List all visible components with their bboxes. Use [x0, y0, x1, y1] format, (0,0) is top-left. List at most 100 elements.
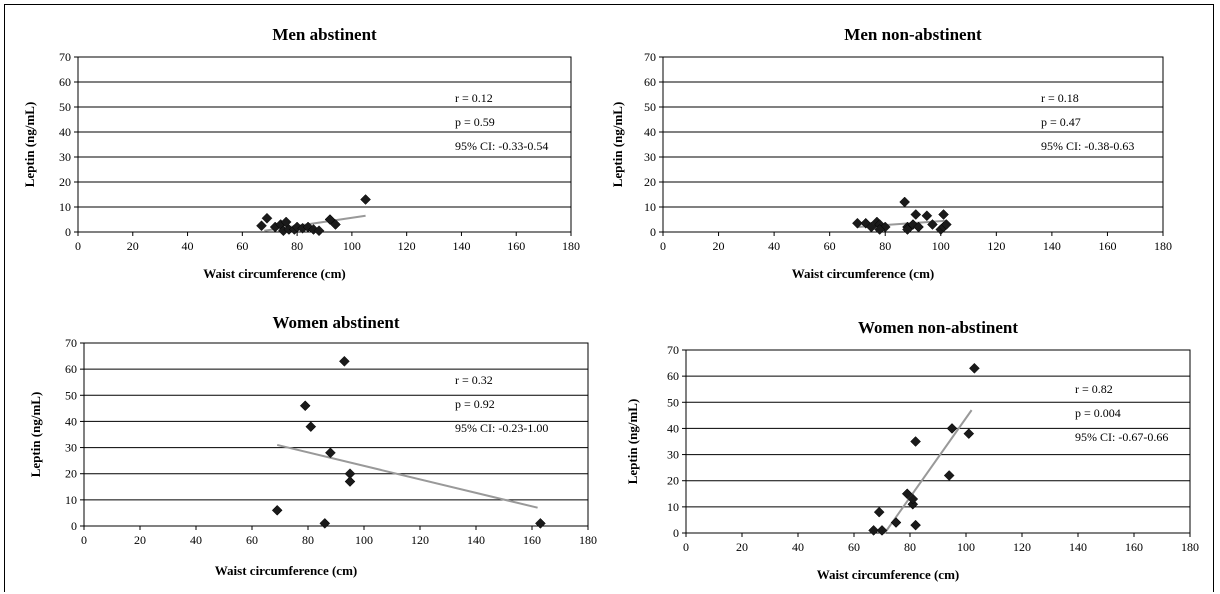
x-tick-label: 180 [1181, 540, 1199, 554]
data-point [868, 525, 879, 536]
chart-title: Men non-abstinent [844, 25, 982, 44]
trendline [276, 443, 538, 509]
data-point [339, 355, 350, 367]
x-tick-label: 80 [879, 239, 891, 253]
y-tick-label: 20 [59, 175, 71, 189]
chart-title: Women non-abstinent [858, 318, 1018, 337]
y-tick-label: 30 [644, 150, 656, 164]
y-tick-label: 20 [667, 474, 679, 488]
y-tick-label: 30 [667, 448, 679, 462]
y-tick-label: 40 [644, 125, 656, 139]
stat-annotation: p = 0.004 [1075, 406, 1121, 420]
x-tick-label: 20 [713, 239, 725, 253]
x-tick-label: 160 [507, 239, 525, 253]
stat-annotation: r = 0.18 [1041, 91, 1079, 105]
y-tick-label: 50 [65, 388, 77, 402]
x-tick-label: 80 [904, 540, 916, 554]
plot-area [685, 349, 1191, 534]
data-point [921, 210, 933, 222]
stat-annotation: 95% CI: -0.33-0.54 [455, 139, 548, 153]
data-point [913, 221, 924, 233]
x-axis-label: Waist circumference (cm) [792, 266, 934, 281]
x-tick-label: 180 [562, 239, 580, 253]
x-tick-label: 0 [683, 540, 689, 554]
data-point [899, 196, 911, 208]
stat-annotation: r = 0.82 [1075, 382, 1113, 396]
data-point [890, 517, 902, 528]
x-tick-label: 180 [579, 533, 597, 547]
stat-annotation: r = 0.32 [455, 373, 493, 387]
data-point [535, 518, 546, 529]
chart-title: Women abstinent [272, 313, 399, 332]
x-tick-label: 60 [848, 540, 860, 554]
chart-1: Men abstinent 0 10 20 30 40 50 60 70 0 20 40 60 80 100… [22, 25, 580, 281]
chart-3: Women abstinent 0 10 20 30 40 50 60 70 0 20 40 60 80 1… [28, 313, 597, 578]
data-point [330, 219, 341, 230]
data-point [946, 423, 958, 434]
y-tick-label: 0 [71, 519, 77, 533]
y-tick-label: 50 [667, 395, 679, 409]
y-tick-label: 60 [65, 362, 77, 376]
x-tick-label: 60 [236, 239, 248, 253]
x-tick-label: 160 [1098, 239, 1116, 253]
data-point [271, 504, 283, 516]
x-tick-label: 180 [1154, 239, 1172, 253]
data-point [901, 488, 913, 500]
y-tick-label: 60 [59, 75, 71, 89]
x-tick-label: 140 [1043, 239, 1061, 253]
stat-annotation: p = 0.92 [455, 397, 495, 411]
data-point [910, 436, 921, 447]
data-point [910, 209, 922, 220]
y-tick-label: 70 [65, 336, 77, 350]
data-point [940, 219, 952, 230]
data-point [943, 470, 955, 481]
data-point [910, 519, 921, 531]
y-tick-label: 10 [667, 500, 679, 514]
chart-4: Women non-abstinent 0 10 20 30 40 50 60 70 0 20 40 6… [625, 318, 1199, 582]
y-tick-label: 0 [650, 225, 656, 239]
x-tick-label: 140 [452, 239, 470, 253]
data-point [360, 194, 371, 205]
x-tick-label: 120 [987, 239, 1005, 253]
data-point [876, 525, 888, 536]
x-tick-label: 120 [411, 533, 429, 547]
x-tick-label: 80 [302, 533, 314, 547]
data-point [907, 493, 919, 505]
x-tick-label: 120 [398, 239, 416, 253]
y-tick-label: 70 [644, 50, 656, 64]
y-tick-label: 30 [59, 150, 71, 164]
y-tick-label: 10 [644, 200, 656, 214]
data-point [865, 221, 877, 233]
data-point [969, 362, 980, 374]
y-tick-label: 0 [65, 225, 71, 239]
y-axis-label: Leptin (ng/mL) [610, 102, 625, 188]
chart-title: Men abstinent [272, 25, 377, 44]
data-point [299, 400, 311, 412]
data-point [261, 212, 273, 224]
y-axis-label: Leptin (ng/mL) [625, 399, 640, 485]
x-tick-label: 60 [246, 533, 258, 547]
x-tick-label: 0 [75, 239, 81, 253]
x-tick-label: 60 [824, 239, 836, 253]
y-tick-label: 50 [644, 100, 656, 114]
data-point [902, 224, 913, 235]
data-point [852, 217, 863, 229]
data-point [324, 214, 336, 225]
stat-annotation: r = 0.12 [455, 91, 493, 105]
y-tick-label: 30 [65, 441, 77, 455]
x-tick-label: 160 [1125, 540, 1143, 554]
x-tick-label: 120 [1013, 540, 1031, 554]
x-tick-label: 40 [792, 540, 804, 554]
chart-2: Men non-abstinent 0 10 20 30 40 50 60 70 0 20 40 60 8… [610, 25, 1172, 281]
x-tick-label: 20 [134, 533, 146, 547]
y-tick-label: 10 [59, 200, 71, 214]
stat-annotation: 95% CI: -0.23-1.00 [455, 421, 548, 435]
data-point [305, 421, 317, 433]
x-tick-label: 100 [957, 540, 975, 554]
x-tick-label: 20 [736, 540, 748, 554]
y-tick-label: 40 [59, 125, 71, 139]
x-tick-label: 100 [355, 533, 373, 547]
x-tick-label: 140 [1069, 540, 1087, 554]
x-tick-label: 100 [343, 239, 361, 253]
plot-area [77, 56, 572, 233]
